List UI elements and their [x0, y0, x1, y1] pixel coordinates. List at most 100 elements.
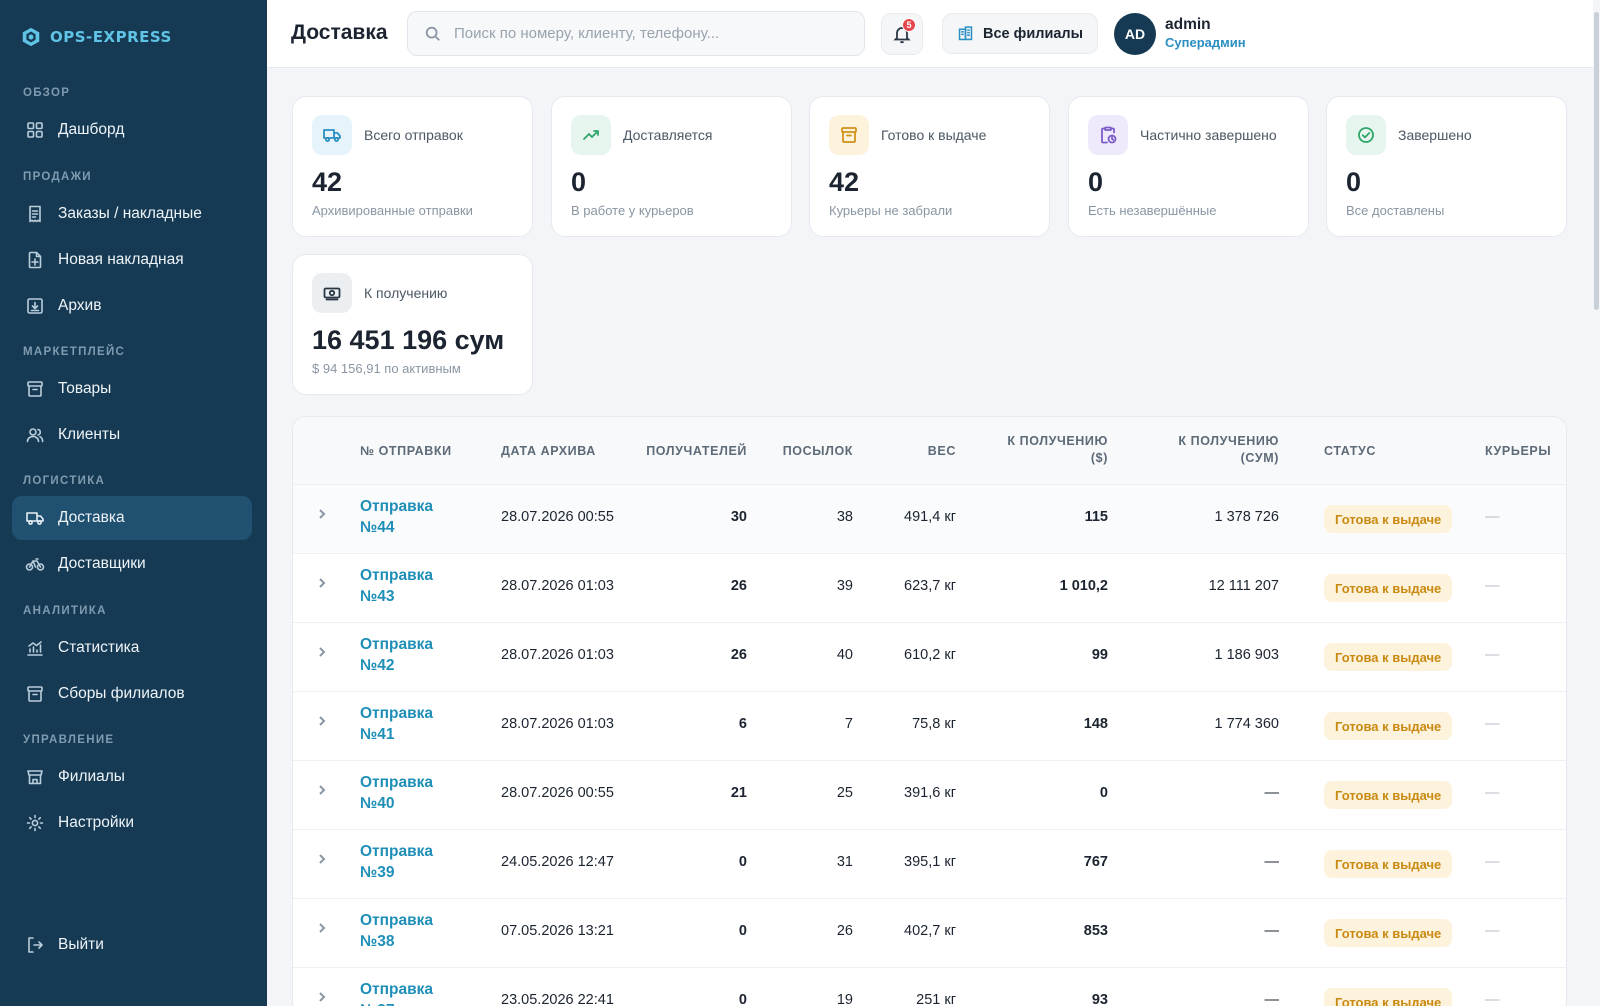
shipment-link[interactable]: Отправка №44 [360, 496, 460, 538]
card-value: 42 [829, 167, 860, 197]
bike-icon [25, 554, 45, 574]
status-badge: Готова к выдаче [1324, 574, 1453, 602]
chevron-right-icon[interactable] [315, 507, 329, 521]
shipment-link-line: №37 [360, 1000, 460, 1006]
header-line: ($) [1090, 451, 1108, 465]
table-header: № ОТПРАВКИ ДАТА АРХИВА ПОЛУЧАТЕЛЕЙ ПОСЫЛ… [293, 417, 1566, 485]
shipment-link-line: №41 [360, 726, 395, 743]
avatar[interactable]: AD [1114, 13, 1156, 55]
nav-section-analytics: АНАЛИТИКА [23, 605, 107, 617]
branch-filter-button[interactable]: Все филиалы [942, 13, 1099, 54]
column-header-parcels[interactable]: ПОСЫЛОК [782, 444, 853, 458]
status-badge: Готова к выдаче [1324, 919, 1453, 947]
chevron-right-icon[interactable] [315, 990, 329, 1004]
shipment-link-line: №42 [360, 657, 395, 674]
store-icon [25, 767, 45, 787]
column-header-shipment[interactable]: № ОТПРАВКИ [360, 444, 452, 458]
shipment-link[interactable]: Отправка №41 [360, 703, 460, 745]
chevron-right-icon[interactable] [315, 852, 329, 866]
cell-parcels: 31 [836, 854, 853, 870]
table-row[interactable]: Отправка №37 23.05.2026 22:41 0 19 251 кг 93 — Г… [293, 968, 1566, 1006]
shipment-link-line: №43 [360, 588, 395, 605]
page-scrollbar-track[interactable] [1593, 0, 1600, 1006]
search-box[interactable] [407, 11, 865, 56]
cell-weight: 402,7 кг [904, 923, 956, 939]
cell-recipients: 21 [730, 785, 747, 801]
column-header-weight[interactable]: ВЕС [927, 444, 956, 458]
shipments-table: № ОТПРАВКИ ДАТА АРХИВА ПОЛУЧАТЕЛЕЙ ПОСЫЛ… [292, 416, 1567, 1006]
status-badge: Готова к выдаче [1324, 850, 1453, 878]
cell-couriers: — [1485, 923, 1500, 939]
cell-parcels: 7 [844, 716, 853, 732]
sidebar-item-products[interactable]: Товары [12, 367, 252, 411]
chevron-right-icon[interactable] [315, 576, 329, 590]
cell-parcels: 26 [836, 923, 853, 939]
sidebar-item-orders[interactable]: Заказы / накладные [12, 192, 252, 236]
column-header-receive-usd[interactable]: К ПОЛУЧЕНИЮ ($) [983, 433, 1108, 467]
shipment-link[interactable]: Отправка №43 [360, 565, 460, 607]
shipment-link-line: Отправка [360, 981, 434, 998]
logo[interactable]: OPS-EXPRESS [20, 26, 172, 48]
check-circle-icon [1346, 115, 1386, 155]
shipment-link-line: Отправка [360, 498, 434, 515]
page-scrollbar-thumb[interactable] [1594, 12, 1599, 310]
header-line: К ПОЛУЧЕНИЮ [1007, 434, 1108, 448]
sidebar-item-delivery[interactable]: Доставка [12, 496, 252, 540]
chevron-right-icon[interactable] [315, 645, 329, 659]
status-badge: Готова к выдаче [1324, 643, 1453, 671]
sidebar-item-statistics[interactable]: Статистика [12, 626, 252, 670]
cash-icon [312, 273, 352, 313]
shipment-link[interactable]: Отправка №37 [360, 979, 460, 1006]
table-row[interactable]: Отправка №39 24.05.2026 12:47 0 31 395,1 кг 76… [293, 830, 1566, 899]
branch-filter-label: Все филиалы [983, 25, 1084, 42]
sidebar-item-settings[interactable]: Настройки [12, 801, 252, 845]
sidebar-item-couriers[interactable]: Доставщики [12, 542, 252, 586]
cell-receive-usd: 0 [1099, 785, 1108, 801]
cell-receive-usd: 99 [1091, 647, 1108, 663]
column-header-recipients[interactable]: ПОЛУЧАТЕЛЕЙ [646, 444, 747, 458]
sidebar-item-branch-collections[interactable]: Сборы филиалов [12, 672, 252, 716]
sidebar-item-label: Товары [58, 380, 112, 397]
cell-receive-sum: 12 111 207 [1208, 578, 1279, 594]
table-row[interactable]: Отправка №42 28.07.2026 01:03 26 40 610,2 кг 9… [293, 623, 1566, 692]
sidebar-item-dashboard[interactable]: Дашборд [12, 108, 252, 152]
notifications-button[interactable]: 5 [881, 13, 923, 55]
table-row[interactable]: Отправка №44 28.07.2026 00:55 30 38 491,4 кг 1… [293, 485, 1566, 554]
logout-button[interactable]: Выйти [12, 923, 252, 967]
sidebar-item-branches[interactable]: Филиалы [12, 755, 252, 799]
table-row[interactable]: Отправка №38 07.05.2026 13:21 0 26 402,7 кг 85… [293, 899, 1566, 968]
cell-receive-sum: 1 378 726 [1214, 509, 1279, 525]
chevron-right-icon[interactable] [315, 783, 329, 797]
column-header-receive-sum[interactable]: К ПОЛУЧЕНИЮ (СУМ) [1153, 433, 1279, 467]
shipment-link-line: №40 [360, 795, 395, 812]
shipment-link[interactable]: Отправка №40 [360, 772, 460, 814]
table-row[interactable]: Отправка №40 28.07.2026 00:55 21 25 391,6 кг 0… [293, 761, 1566, 830]
building-icon [958, 26, 973, 41]
search-input[interactable] [454, 25, 834, 42]
card-label: Готово к выдаче [881, 127, 987, 143]
shipment-link[interactable]: Отправка №42 [360, 634, 460, 676]
card-completed: Завершено 0 Все доставлены [1326, 96, 1567, 237]
chevron-right-icon[interactable] [315, 714, 329, 728]
sidebar-item-label: Дашборд [58, 121, 125, 138]
shipment-link[interactable]: Отправка №39 [360, 841, 460, 883]
cell-receive-sum: — [1264, 854, 1280, 870]
header-line: (СУМ) [1240, 451, 1279, 465]
sidebar-item-clients[interactable]: Клиенты [12, 413, 252, 457]
shipment-link-line: Отправка [360, 843, 434, 860]
sidebar-item-archive[interactable]: Архив [12, 284, 252, 328]
nav-section-management: УПРАВЛЕНИЕ [23, 734, 115, 746]
column-header-status[interactable]: СТАТУС [1324, 444, 1377, 458]
chevron-right-icon[interactable] [315, 921, 329, 935]
column-header-archive-date[interactable]: ДАТА АРХИВА [501, 444, 596, 458]
table-row[interactable]: Отправка №43 28.07.2026 01:03 26 39 623,7 кг 1… [293, 554, 1566, 623]
cell-couriers: — [1485, 578, 1500, 594]
column-header-couriers[interactable]: КУРЬЕРЫ [1485, 444, 1552, 458]
cell-couriers: — [1485, 992, 1500, 1006]
sidebar-item-new-invoice[interactable]: Новая накладная [12, 238, 252, 282]
truck-icon [25, 508, 45, 528]
table-row[interactable]: Отправка №41 28.07.2026 01:03 6 7 75,8 кг 148 1… [293, 692, 1566, 761]
card-total-shipments: Всего отправок 42 Архивированные отправк… [292, 96, 533, 237]
card-ready: Готово к выдаче 42 Курьеры не забрали [809, 96, 1050, 237]
shipment-link[interactable]: Отправка №38 [360, 910, 460, 952]
